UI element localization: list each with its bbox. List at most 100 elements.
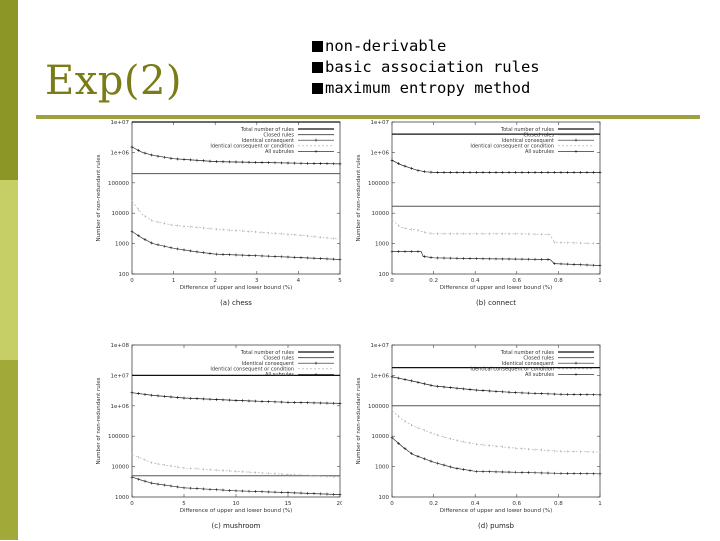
x-tick-label: 0.8 bbox=[554, 501, 563, 507]
data-point bbox=[273, 490, 277, 494]
legend-marker bbox=[314, 150, 318, 153]
data-point bbox=[254, 160, 257, 164]
data-point bbox=[280, 255, 283, 259]
data-point bbox=[306, 161, 309, 165]
data-point bbox=[572, 472, 576, 475]
data-point bbox=[247, 160, 251, 164]
data-point bbox=[208, 252, 212, 255]
x-tick-label: 0 bbox=[130, 501, 134, 507]
data-point bbox=[273, 161, 277, 165]
x-tick-label: 0.8 bbox=[554, 278, 563, 284]
data-point bbox=[280, 490, 283, 494]
y-tick-label: 1e+06 bbox=[371, 150, 390, 156]
data-point bbox=[208, 397, 212, 401]
data-point bbox=[572, 393, 576, 396]
data-point bbox=[579, 472, 582, 475]
data-point bbox=[462, 387, 465, 391]
data-point bbox=[293, 401, 296, 404]
data-point bbox=[429, 170, 433, 174]
data-point bbox=[527, 471, 530, 474]
data-point bbox=[527, 391, 530, 395]
data-point bbox=[449, 256, 452, 260]
data-point bbox=[585, 263, 589, 267]
data-point bbox=[156, 243, 160, 247]
legend-marker bbox=[574, 361, 578, 365]
data-point bbox=[293, 491, 296, 495]
data-point bbox=[332, 257, 335, 261]
data-point bbox=[215, 252, 218, 256]
data-point bbox=[286, 491, 290, 494]
data-point bbox=[566, 392, 569, 396]
legend-label: Identical consequent or condition bbox=[470, 367, 554, 373]
legend-label: All subrules bbox=[265, 372, 294, 378]
data-point bbox=[241, 489, 244, 493]
data-point bbox=[163, 483, 166, 487]
data-point bbox=[137, 148, 140, 152]
data-point bbox=[514, 257, 517, 261]
data-point bbox=[397, 376, 400, 380]
data-point bbox=[325, 401, 329, 405]
data-point bbox=[592, 170, 595, 174]
series-line bbox=[391, 219, 601, 244]
data-point bbox=[234, 489, 238, 493]
y-tick-label: 1e+06 bbox=[371, 373, 390, 379]
data-point bbox=[494, 470, 498, 474]
data-point bbox=[475, 469, 478, 473]
bullet-text: non-derivable bbox=[325, 37, 447, 55]
data-point bbox=[130, 230, 134, 233]
data-point bbox=[585, 393, 589, 397]
data-point bbox=[423, 170, 426, 174]
data-point bbox=[553, 262, 556, 266]
data-point bbox=[241, 253, 244, 257]
x-tick-label: 10 bbox=[233, 501, 240, 507]
data-point bbox=[449, 170, 452, 174]
data-point bbox=[195, 158, 199, 162]
legend-label: All subrules bbox=[265, 149, 294, 155]
data-point bbox=[592, 472, 595, 476]
data-point bbox=[273, 255, 277, 258]
data-point bbox=[189, 396, 192, 400]
y-tick-label: 1e+08 bbox=[111, 343, 130, 349]
y-tick-label: 1000 bbox=[375, 242, 389, 248]
legend-label: Total number of rules bbox=[500, 127, 554, 133]
data-point bbox=[494, 257, 498, 261]
bullet-item: basic association rules bbox=[312, 57, 540, 78]
data-point bbox=[416, 455, 420, 458]
data-point bbox=[312, 162, 316, 165]
data-point bbox=[533, 471, 537, 475]
legend-marker bbox=[314, 373, 318, 376]
data-point bbox=[429, 459, 433, 463]
data-point bbox=[247, 489, 251, 493]
chart-pumsb: 1e+07 1e+06 100000 10000 1000 1000 0.2 0.4 0.6 0.… bbox=[356, 343, 602, 530]
data-point bbox=[520, 170, 524, 174]
data-point bbox=[234, 160, 238, 164]
data-point bbox=[397, 250, 400, 253]
data-point bbox=[527, 257, 530, 261]
data-point bbox=[410, 379, 413, 383]
data-point bbox=[546, 170, 550, 174]
data-point bbox=[436, 384, 439, 388]
data-point bbox=[566, 472, 569, 475]
data-point bbox=[436, 461, 439, 465]
data-point bbox=[481, 170, 485, 174]
data-point bbox=[507, 170, 511, 174]
plot-frame bbox=[131, 121, 341, 275]
data-point bbox=[234, 253, 238, 257]
legend-label: Identical consequent bbox=[502, 361, 554, 367]
data-point bbox=[598, 472, 602, 476]
data-point bbox=[403, 164, 407, 168]
data-point bbox=[462, 170, 465, 174]
data-point bbox=[176, 396, 179, 399]
data-point bbox=[585, 170, 589, 174]
data-point bbox=[540, 170, 543, 174]
data-point bbox=[325, 492, 329, 496]
data-point bbox=[130, 145, 134, 149]
data-point bbox=[273, 400, 277, 404]
chart-caption: (b) connect bbox=[476, 299, 516, 307]
data-point bbox=[475, 170, 478, 174]
x-tick-label: 2 bbox=[213, 278, 217, 284]
legend-marker bbox=[574, 373, 578, 376]
data-point bbox=[533, 257, 537, 261]
y-tick-label: 1000 bbox=[115, 242, 129, 248]
data-point bbox=[507, 390, 511, 394]
